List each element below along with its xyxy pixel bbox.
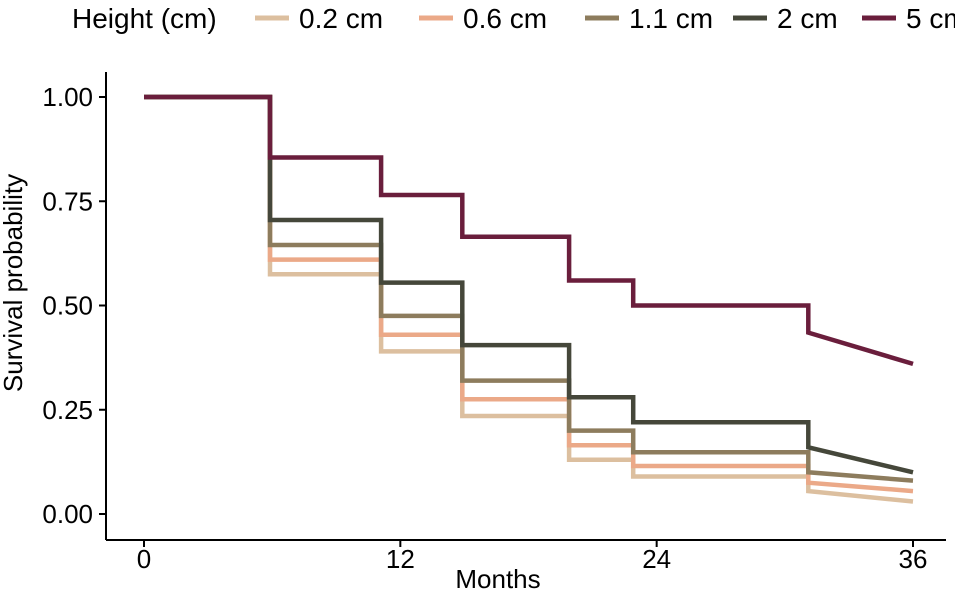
legend-label: 5 cm [906, 3, 955, 34]
y-tick-label: 0.75 [42, 186, 93, 216]
series-layer [144, 94, 914, 504]
y-axis-label: Survival probability [0, 174, 28, 392]
series-line-1-1-cm [144, 94, 914, 483]
series-line-0-6-cm [144, 94, 914, 494]
x-tick-label: 12 [386, 544, 415, 574]
legend-label: 2 cm [777, 3, 838, 34]
legend-items: 0.2 cm 0.6 cm 1.1 cm 2 cm 5 cm [255, 3, 955, 34]
x-tick-label: 24 [642, 544, 671, 574]
axes: 0.00 0.25 0.50 0.75 1.00 0 12 24 36 [42, 72, 946, 574]
legend: Height (cm) 0.2 cm 0.6 cm 1.1 cm 2 cm 5 cm [72, 3, 955, 34]
y-tick-label: 1.00 [42, 82, 93, 112]
y-tick-label: 0.25 [42, 395, 93, 425]
legend-title: Height (cm) [72, 3, 217, 34]
x-ticks: 0 12 24 36 [137, 540, 928, 574]
y-tick-label: 0.50 [42, 291, 93, 321]
y-ticks: 0.00 0.25 0.50 0.75 1.00 [42, 82, 106, 529]
x-tick-label: 36 [899, 544, 928, 574]
series-line-0-2-cm [144, 94, 914, 504]
y-tick-label: 0.00 [42, 499, 93, 529]
legend-label: 0.2 cm [299, 3, 383, 34]
legend-label: 0.6 cm [463, 3, 547, 34]
x-axis-label: Months [455, 564, 540, 593]
legend-label: 1.1 cm [629, 3, 713, 34]
series-line-5-cm [144, 94, 914, 367]
series-line-2-cm [144, 94, 914, 475]
x-tick-label: 0 [137, 544, 151, 574]
